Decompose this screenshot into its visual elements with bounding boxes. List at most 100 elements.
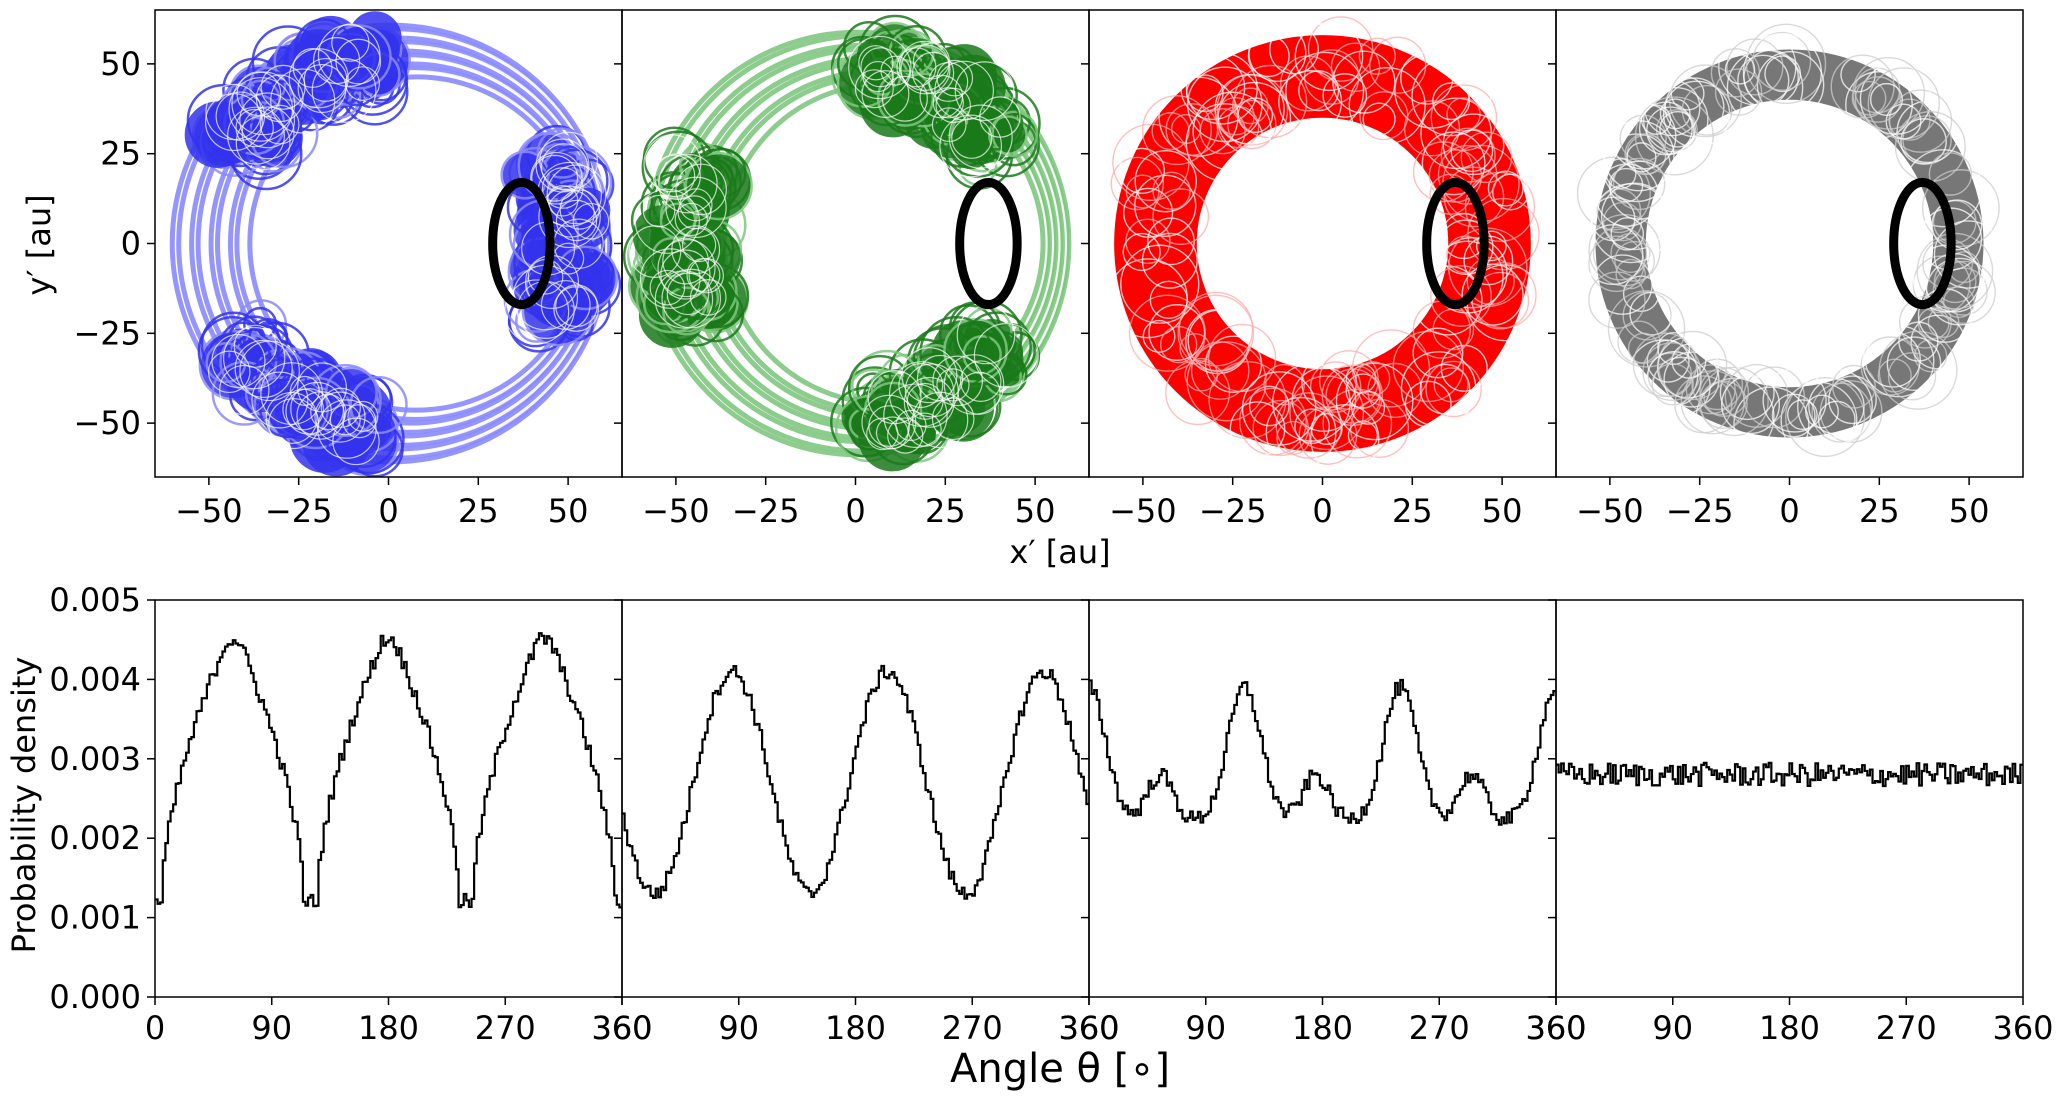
panel-1-particle	[331, 23, 370, 62]
panel-2-particle	[662, 237, 709, 285]
panel-2-particle	[919, 74, 964, 119]
panel-1-particle	[546, 164, 607, 225]
panel-3-particle	[1190, 341, 1250, 400]
panel-3-particle	[1185, 52, 1258, 125]
panel-4-particle	[1642, 342, 1702, 401]
panel-1-particle	[310, 393, 347, 431]
panel-1-particle	[217, 102, 265, 150]
panel-1-xtick-label: 0	[378, 492, 398, 530]
panel-3-particle	[1432, 82, 1471, 121]
panel-3-particle	[1487, 170, 1524, 207]
panel-4-particle	[1786, 399, 1818, 430]
panel-3-particle	[1289, 375, 1365, 451]
panel-4-particle	[1828, 375, 1877, 425]
panel-3-particle	[1411, 56, 1492, 137]
panel-1-particle	[233, 324, 277, 368]
panel-4-particle	[1898, 295, 1952, 349]
panel-3-particle	[1149, 280, 1189, 320]
panel-2-particle	[959, 360, 1002, 403]
panel-3-particle	[1128, 294, 1206, 372]
panel-3-particle	[1151, 112, 1190, 151]
panel-2-xtick-label: 360	[1058, 1009, 1119, 1047]
panel-4-particle	[1721, 375, 1781, 435]
panel-4-particle	[1743, 366, 1806, 429]
panel-1-particle	[536, 127, 588, 179]
panel-2-particle	[896, 47, 937, 88]
panel-1-particles	[163, 11, 622, 477]
panel-4-step-line	[1556, 761, 2023, 788]
panel-1-particle	[347, 400, 379, 432]
panel-4-particle	[1888, 89, 1953, 153]
panel-4-particle	[1610, 217, 1645, 251]
panel-3-particle	[1248, 23, 1307, 83]
panel-2-particle	[954, 61, 1015, 122]
panel-3-particle	[1425, 360, 1482, 418]
panel-4-particle	[1805, 394, 1839, 429]
panel-3-particle	[1433, 367, 1469, 403]
panel-3-particle	[1492, 173, 1530, 211]
panel-1-xtick-label: 25	[458, 492, 499, 530]
panel-3-xtick-label: 25	[1392, 492, 1433, 530]
panel-2-particle	[674, 202, 708, 237]
panel-3-particle	[1252, 399, 1309, 457]
panel-1-particle	[345, 66, 380, 102]
panel-3-orbit: −50 −25 0 25 50	[1081, 9, 1557, 530]
panel-2-particle	[900, 44, 951, 95]
panel-4-particle	[1921, 169, 2000, 248]
panel-3-particle	[1110, 156, 1165, 211]
panel-2-particle	[901, 347, 958, 404]
panel-3-xtick-label: 360	[1525, 1009, 1586, 1047]
orbit-panels: −50 −25 0 25 50 −50 −25 0 25 50 −50 −25 0 25 50 −50 −25 0…	[73, 9, 2024, 530]
panel-1-particle	[251, 371, 309, 429]
panel-3-xtick-label: −25	[1199, 492, 1267, 530]
panel-3-particle	[1404, 380, 1452, 428]
panel-4-particle	[1607, 290, 1686, 368]
panel-3-particle	[1180, 55, 1246, 121]
panel-4-orbit: −50 −25 0 25 50	[1548, 9, 2024, 530]
panel-4-ring	[1595, 49, 1984, 438]
panel-4-particle	[1615, 258, 1646, 290]
panel-4-histogram: 360 90 180 270 360	[1525, 599, 2054, 1047]
bottom-ytick-label: 0.004	[49, 660, 141, 698]
panel-2-xtick-label: 0	[845, 492, 865, 530]
panel-2-particle	[652, 154, 696, 198]
panel-2-particle	[948, 104, 1013, 169]
panel-3-particle	[1438, 219, 1494, 275]
panel-3-particle	[1122, 232, 1161, 272]
panel-2-particle	[991, 110, 1039, 158]
panel-2-particle	[895, 409, 927, 442]
panel-4-particle	[1590, 183, 1672, 264]
top-ytick-label: 0	[121, 225, 141, 263]
panel-2-particle	[962, 311, 1032, 382]
panel-2-particle	[973, 322, 1039, 388]
panel-2-particle	[939, 114, 1003, 178]
panel-3-particle	[1307, 16, 1374, 82]
panel-3-particle	[1269, 24, 1319, 75]
panel-2-particle	[932, 87, 964, 119]
panel-3-ring	[1114, 35, 1531, 452]
panel-2-particle	[931, 107, 967, 143]
panel-3-particle	[1120, 244, 1200, 324]
panel-3-planet-orbit	[1422, 177, 1489, 310]
panel-3-particle	[1248, 385, 1290, 427]
panel-2-particle	[979, 96, 1021, 138]
panel-3-particle	[1440, 344, 1488, 392]
panel-3-particle	[1460, 131, 1513, 184]
panel-3-particle	[1348, 67, 1426, 145]
panel-3-particle	[1362, 102, 1396, 136]
panel-3-particle	[1430, 265, 1492, 327]
panel-2-particle	[642, 194, 676, 228]
panel-3-particle	[1369, 36, 1427, 94]
panel-2-particle	[654, 153, 701, 200]
panel-3-particle	[1229, 401, 1286, 457]
panel-3-particle	[1141, 95, 1212, 166]
panel-4-particle	[1664, 77, 1725, 138]
panel-1-particle	[506, 177, 567, 238]
panel-4-xtick-label: 0	[1779, 492, 1799, 530]
panel-1-xtick-label: −50	[175, 492, 243, 530]
panel-1-particle	[530, 151, 583, 205]
top-ytick-label: 50	[100, 45, 141, 83]
panel-2-particle	[881, 75, 928, 122]
panel-4-particle	[1933, 220, 2003, 289]
panel-3-xtick-label: 360	[1058, 1009, 1119, 1047]
